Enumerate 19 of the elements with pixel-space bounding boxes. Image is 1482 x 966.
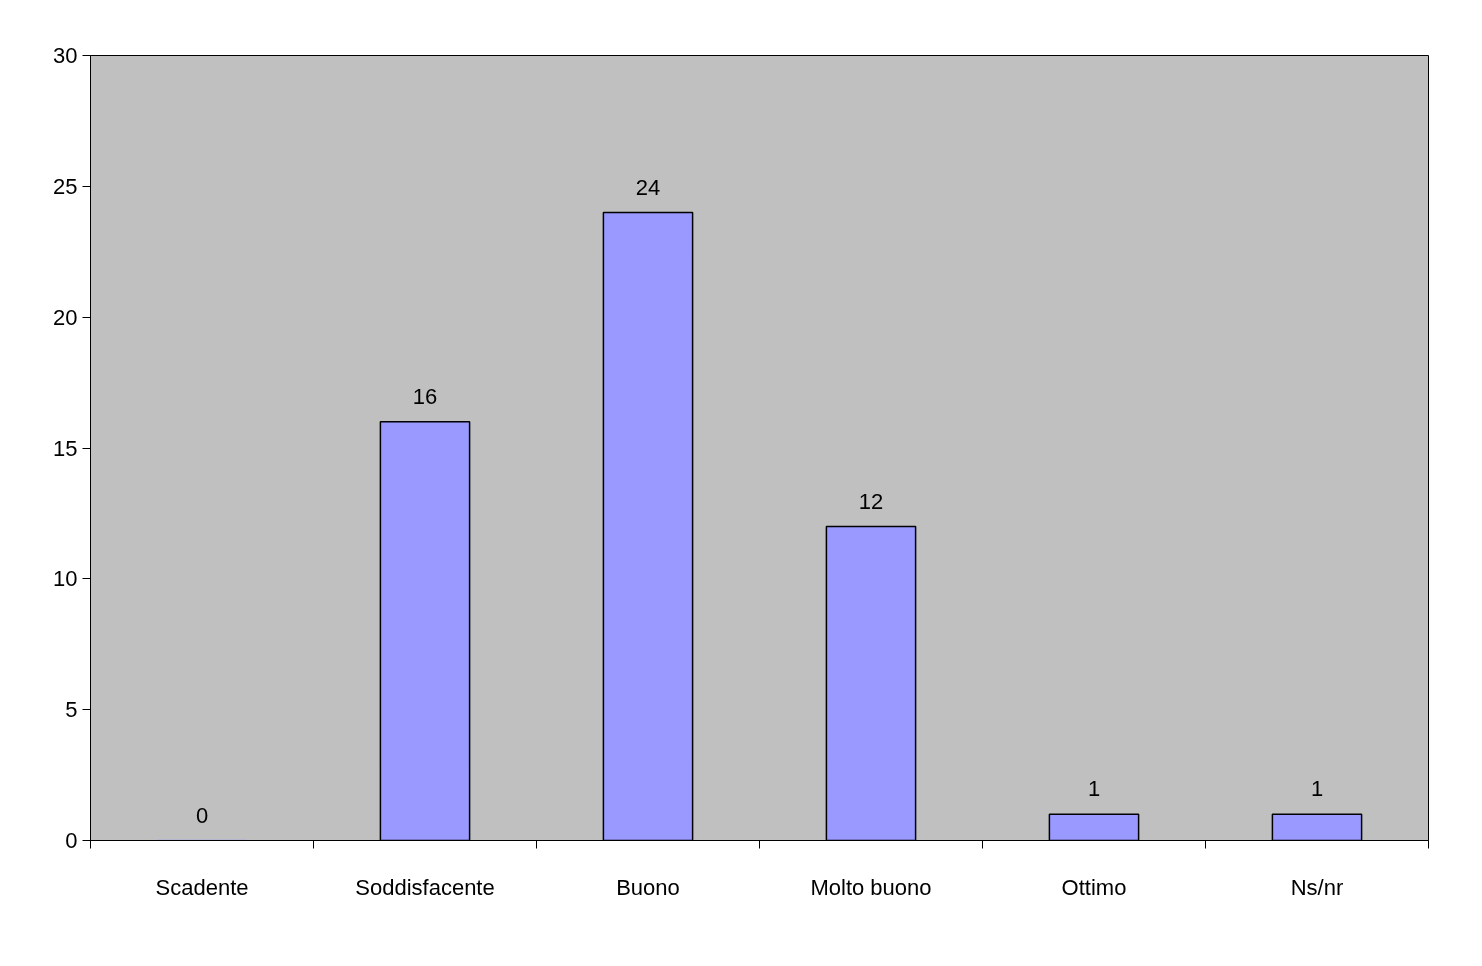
data-label: 12 — [858, 488, 884, 514]
data-label: 16 — [412, 383, 438, 409]
y-tick-label: 20 — [53, 304, 78, 330]
y-tick-label: 25 — [53, 173, 78, 199]
x-tick-label: Molto buono — [810, 874, 932, 900]
x-tick-label: Scadente — [155, 874, 249, 900]
y-tick-label: 30 — [53, 43, 78, 68]
x-tick-label: Ottimo — [1061, 874, 1127, 900]
y-tick-label: 5 — [65, 697, 78, 723]
x-tick-label: Soddisfacente — [355, 874, 495, 900]
data-label: 1 — [1310, 776, 1324, 802]
x-tick-label: Buono — [616, 874, 680, 900]
y-tick-label: 15 — [53, 435, 78, 461]
data-label: 24 — [635, 174, 661, 200]
data-label: 0 — [195, 802, 209, 828]
y-tick-label: 10 — [53, 566, 78, 592]
y-tick-label: 0 — [65, 828, 78, 853]
data-label: 1 — [1087, 776, 1101, 802]
x-tick-label: Ns/nr — [1290, 874, 1344, 900]
